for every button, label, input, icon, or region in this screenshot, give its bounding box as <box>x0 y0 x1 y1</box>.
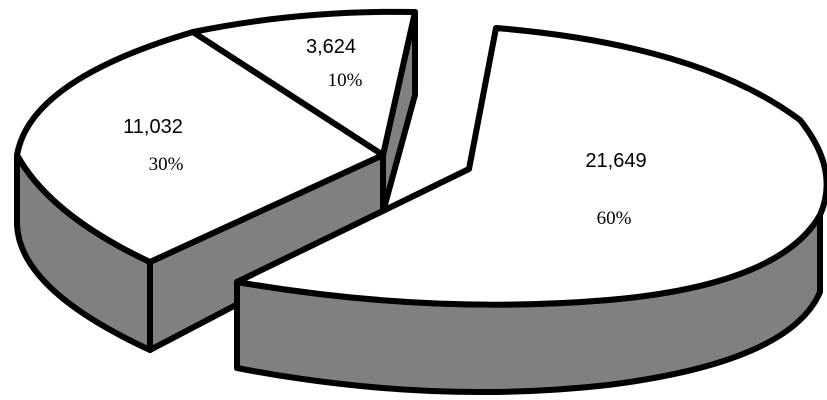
pie-slice-3: 3,624 10% <box>190 8 418 215</box>
pie-slice-3-percent-label: 10% <box>328 70 363 91</box>
pie-slice-2-top <box>14 29 386 265</box>
pie-slice-1-percent-label: 60% <box>597 208 632 229</box>
pie-slice-2-percent-label: 30% <box>149 154 184 175</box>
pie-slice-3-top <box>190 8 418 158</box>
pie-slice-1-value-label: 21,649 <box>585 150 646 172</box>
pie-slice-1: 21,649 60% <box>234 25 827 396</box>
pie-slice-3-value-label: 3,624 <box>306 36 356 58</box>
pie-slice-1-top <box>234 25 827 308</box>
pie-slice-2: 11,032 30% <box>14 29 386 353</box>
pie-slice-2-value-label: 11,032 <box>123 116 183 138</box>
